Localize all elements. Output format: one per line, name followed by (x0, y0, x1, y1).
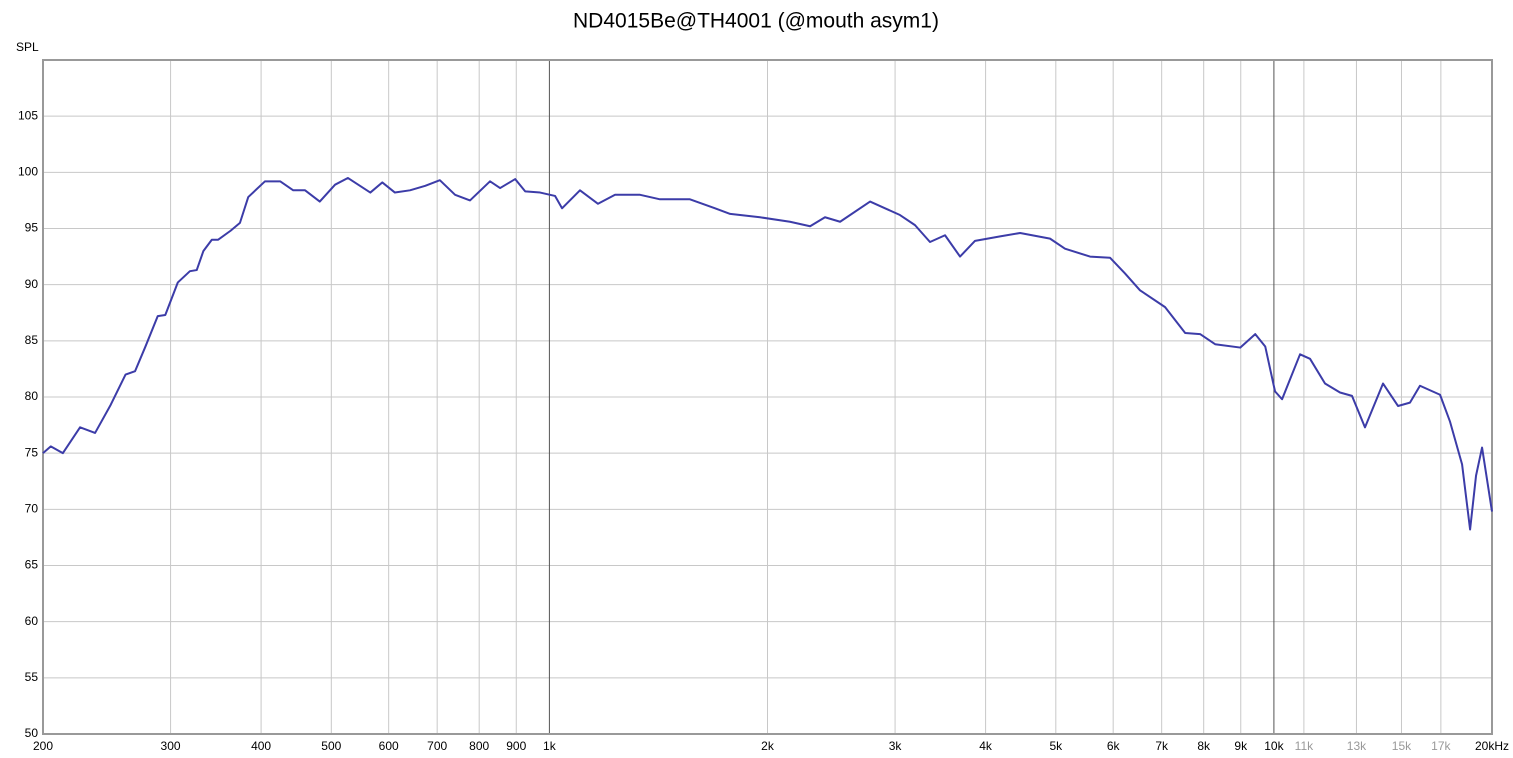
x-tick-label: 200 (33, 739, 53, 753)
x-tick-label: 3k (889, 739, 903, 753)
y-tick-label: 70 (25, 502, 39, 516)
x-tick-label: 17k (1431, 739, 1451, 753)
y-tick-label: 100 (18, 165, 38, 179)
y-axis-label: SPL (16, 40, 39, 54)
y-tick-label: 90 (25, 277, 39, 291)
x-tick-label: 13k (1347, 739, 1367, 753)
y-tick-label: 85 (25, 333, 39, 347)
x-tick-label: 800 (469, 739, 489, 753)
x-tick-label: 900 (506, 739, 526, 753)
x-tick-label: 4k (979, 739, 993, 753)
x-tick-label: 15k (1392, 739, 1412, 753)
x-tick-label: 6k (1107, 739, 1121, 753)
chart-title: ND4015Be@TH4001 (@mouth asym1) (573, 10, 939, 33)
x-tick-label: 11k (1295, 739, 1314, 753)
x-tick-label: 5k (1049, 739, 1063, 753)
y-tick-label: 75 (25, 445, 39, 459)
x-tick-label: 1k (543, 739, 557, 753)
x-tick-label: 2k (761, 739, 775, 753)
y-tick-label: 60 (25, 614, 39, 628)
y-tick-label: 105 (18, 108, 38, 122)
x-tick-label: 9k (1234, 739, 1248, 753)
x-tick-label: 300 (161, 739, 181, 753)
y-tick-label: 95 (25, 221, 39, 235)
x-tick-label: 700 (427, 739, 447, 753)
x-tick-label: 8k (1197, 739, 1211, 753)
y-tick-label: 65 (25, 558, 39, 572)
x-tick-label: 20kHz (1475, 739, 1509, 753)
x-tick-label: 400 (251, 739, 271, 753)
y-tick-label: 80 (25, 389, 39, 403)
x-tick-label: 7k (1155, 739, 1169, 753)
y-tick-label: 55 (25, 670, 39, 684)
x-tick-label: 500 (321, 739, 341, 753)
y-tick-label: 50 (25, 726, 39, 740)
data-line (42, 176, 1493, 531)
x-tick-label: 600 (379, 739, 399, 753)
plot-border (42, 59, 1493, 735)
x-tick-label: 10k (1264, 739, 1284, 753)
